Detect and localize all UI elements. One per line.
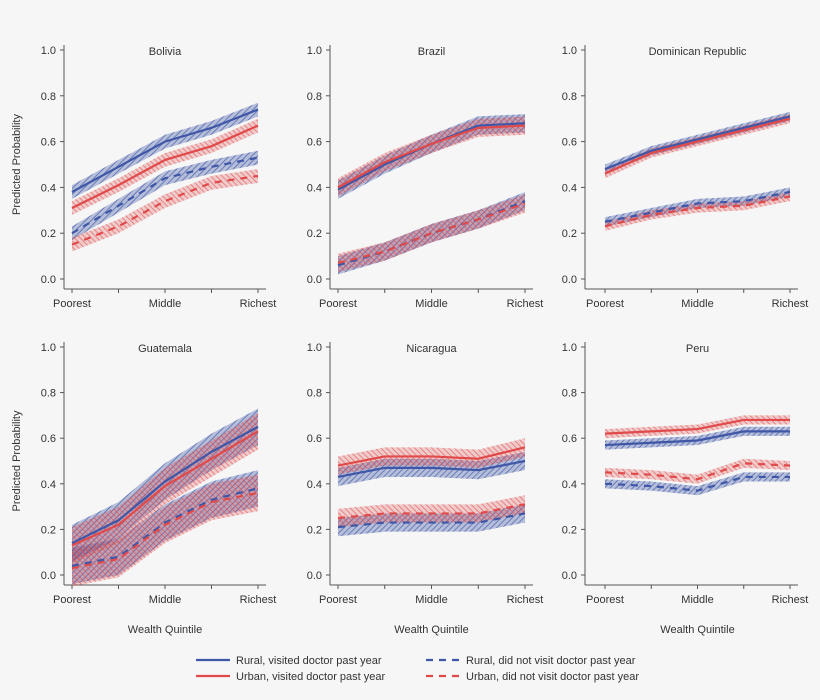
legend-label: Urban, did not visit doctor past year [466, 671, 639, 683]
x-tick-label: Poorest [53, 298, 91, 310]
x-tick-label: Richest [772, 298, 809, 310]
y-tick-label: 1.0 [562, 45, 577, 57]
x-tick-label: Poorest [53, 594, 91, 606]
y-tick-label: 1.0 [562, 342, 577, 354]
panel-brazil: 0.0 0.2 0.4 0.6 0.8 1.0 Poorest Middle Richest Br… [307, 45, 544, 310]
y-tick-label: 0.8 [307, 388, 322, 400]
x-axis-label: Wealth Quintile [394, 624, 468, 636]
legend-item-rv: Rural, visited doctor past year [196, 655, 382, 667]
panel-title: Guatemala [138, 343, 193, 355]
panel-nicaragua: 0.0 0.2 0.4 0.6 0.8 1.0 Poorest Middle Richest Ni… [307, 342, 544, 636]
panel-title: Dominican Republic [649, 46, 747, 58]
y-tick-label: 0.6 [41, 137, 56, 149]
legend-item-uv: Urban, visited doctor past year [196, 671, 386, 683]
panel-bolivia: 0.0 0.2 0.4 0.6 0.8 1.0 Poorest Middle Richest Bo… [11, 45, 276, 310]
y-tick-label: 0.8 [41, 388, 56, 400]
panel-dominican-republic: 0.0 0.2 0.4 0.6 0.8 1.0 Poorest Middle Richest Do… [562, 45, 809, 310]
legend: Rural, visited doctor past year Urban, vi… [196, 655, 639, 683]
x-tick-label: Richest [507, 594, 544, 606]
ci-band-rn [605, 472, 790, 496]
x-axis-label: Wealth Quintile [128, 624, 202, 636]
y-tick-label: 0.2 [41, 524, 56, 536]
panel-title: Bolivia [149, 46, 182, 58]
y-axis-label: Predicted Probability [11, 114, 23, 215]
y-tick-label: 0.6 [562, 433, 577, 445]
series-line-un [337, 202, 526, 265]
x-tick-label: Middle [681, 594, 713, 606]
y-tick-label: 0.0 [41, 570, 56, 582]
y-tick-label: 0.4 [41, 182, 56, 194]
y-tick-label: 0.6 [307, 137, 322, 149]
x-tick-label: Middle [149, 594, 181, 606]
y-tick-label: 0.2 [307, 524, 322, 536]
panel-title: Peru [686, 343, 709, 355]
x-tick-label: Poorest [586, 298, 624, 310]
x-tick-label: Richest [507, 298, 544, 310]
x-tick-label: Poorest [586, 594, 624, 606]
y-tick-label: 0.4 [307, 182, 322, 194]
y-tick-label: 0.8 [562, 91, 577, 103]
ci-band-rn [72, 150, 258, 241]
legend-label: Urban, visited doctor past year [236, 671, 386, 683]
y-tick-label: 0.0 [41, 274, 56, 286]
panel-title: Nicaragua [406, 343, 457, 355]
panel-guatemala: 0.0 0.2 0.4 0.6 0.8 1.0 Poorest Middle Richest Gu… [11, 342, 276, 636]
legend-label: Rural, visited doctor past year [236, 655, 382, 667]
y-tick-label: 1.0 [307, 342, 322, 354]
x-tick-label: Middle [149, 298, 181, 310]
panel-peru: 0.0 0.2 0.4 0.6 0.8 1.0 Poorest Middle Richest Pe… [562, 342, 809, 636]
y-tick-label: 0.2 [562, 228, 577, 240]
y-tick-label: 0.4 [562, 182, 577, 194]
y-tick-label: 1.0 [41, 342, 56, 354]
ci-band-uv [605, 415, 790, 439]
x-tick-label: Richest [240, 594, 277, 606]
y-tick-label: 0.0 [307, 274, 322, 286]
x-tick-label: Middle [681, 298, 713, 310]
y-tick-label: 1.0 [307, 45, 322, 57]
y-tick-label: 0.0 [562, 274, 577, 286]
legend-item-rn: Rural, did not visit doctor past year [426, 655, 636, 667]
ci-band-un [605, 458, 790, 484]
legend-label: Rural, did not visit doctor past year [466, 655, 636, 667]
ci-band-uv [72, 118, 258, 215]
ci-band-un [605, 191, 790, 231]
y-tick-label: 0.4 [41, 479, 56, 491]
legend-item-un: Urban, did not visit doctor past year [426, 671, 639, 683]
y-tick-label: 0.8 [562, 388, 577, 400]
y-tick-label: 0.8 [41, 91, 56, 103]
ci-band-un [338, 495, 525, 528]
panel-title: Brazil [418, 46, 446, 58]
ci-band-uv [338, 116, 525, 197]
y-tick-label: 0.2 [562, 524, 577, 536]
x-tick-label: Richest [772, 594, 809, 606]
y-tick-label: 0.8 [307, 91, 322, 103]
y-tick-label: 0.2 [307, 228, 322, 240]
y-tick-label: 0.4 [307, 479, 322, 491]
y-tick-label: 0.6 [562, 137, 577, 149]
ci-band-un [72, 169, 258, 252]
x-tick-label: Poorest [319, 594, 357, 606]
y-tick-label: 0.2 [41, 228, 56, 240]
x-tick-label: Poorest [319, 298, 357, 310]
ci-band-rv [605, 426, 790, 450]
x-axis-label: Wealth Quintile [660, 624, 734, 636]
x-tick-label: Richest [240, 298, 277, 310]
y-axis-label: Predicted Probability [11, 410, 23, 511]
y-tick-label: 0.0 [307, 570, 322, 582]
x-tick-label: Middle [415, 298, 447, 310]
y-tick-label: 0.6 [307, 433, 322, 445]
y-tick-label: 0.4 [562, 479, 577, 491]
y-tick-label: 0.0 [562, 570, 577, 582]
y-tick-label: 0.6 [41, 433, 56, 445]
y-tick-label: 1.0 [41, 45, 56, 57]
x-tick-label: Middle [415, 594, 447, 606]
